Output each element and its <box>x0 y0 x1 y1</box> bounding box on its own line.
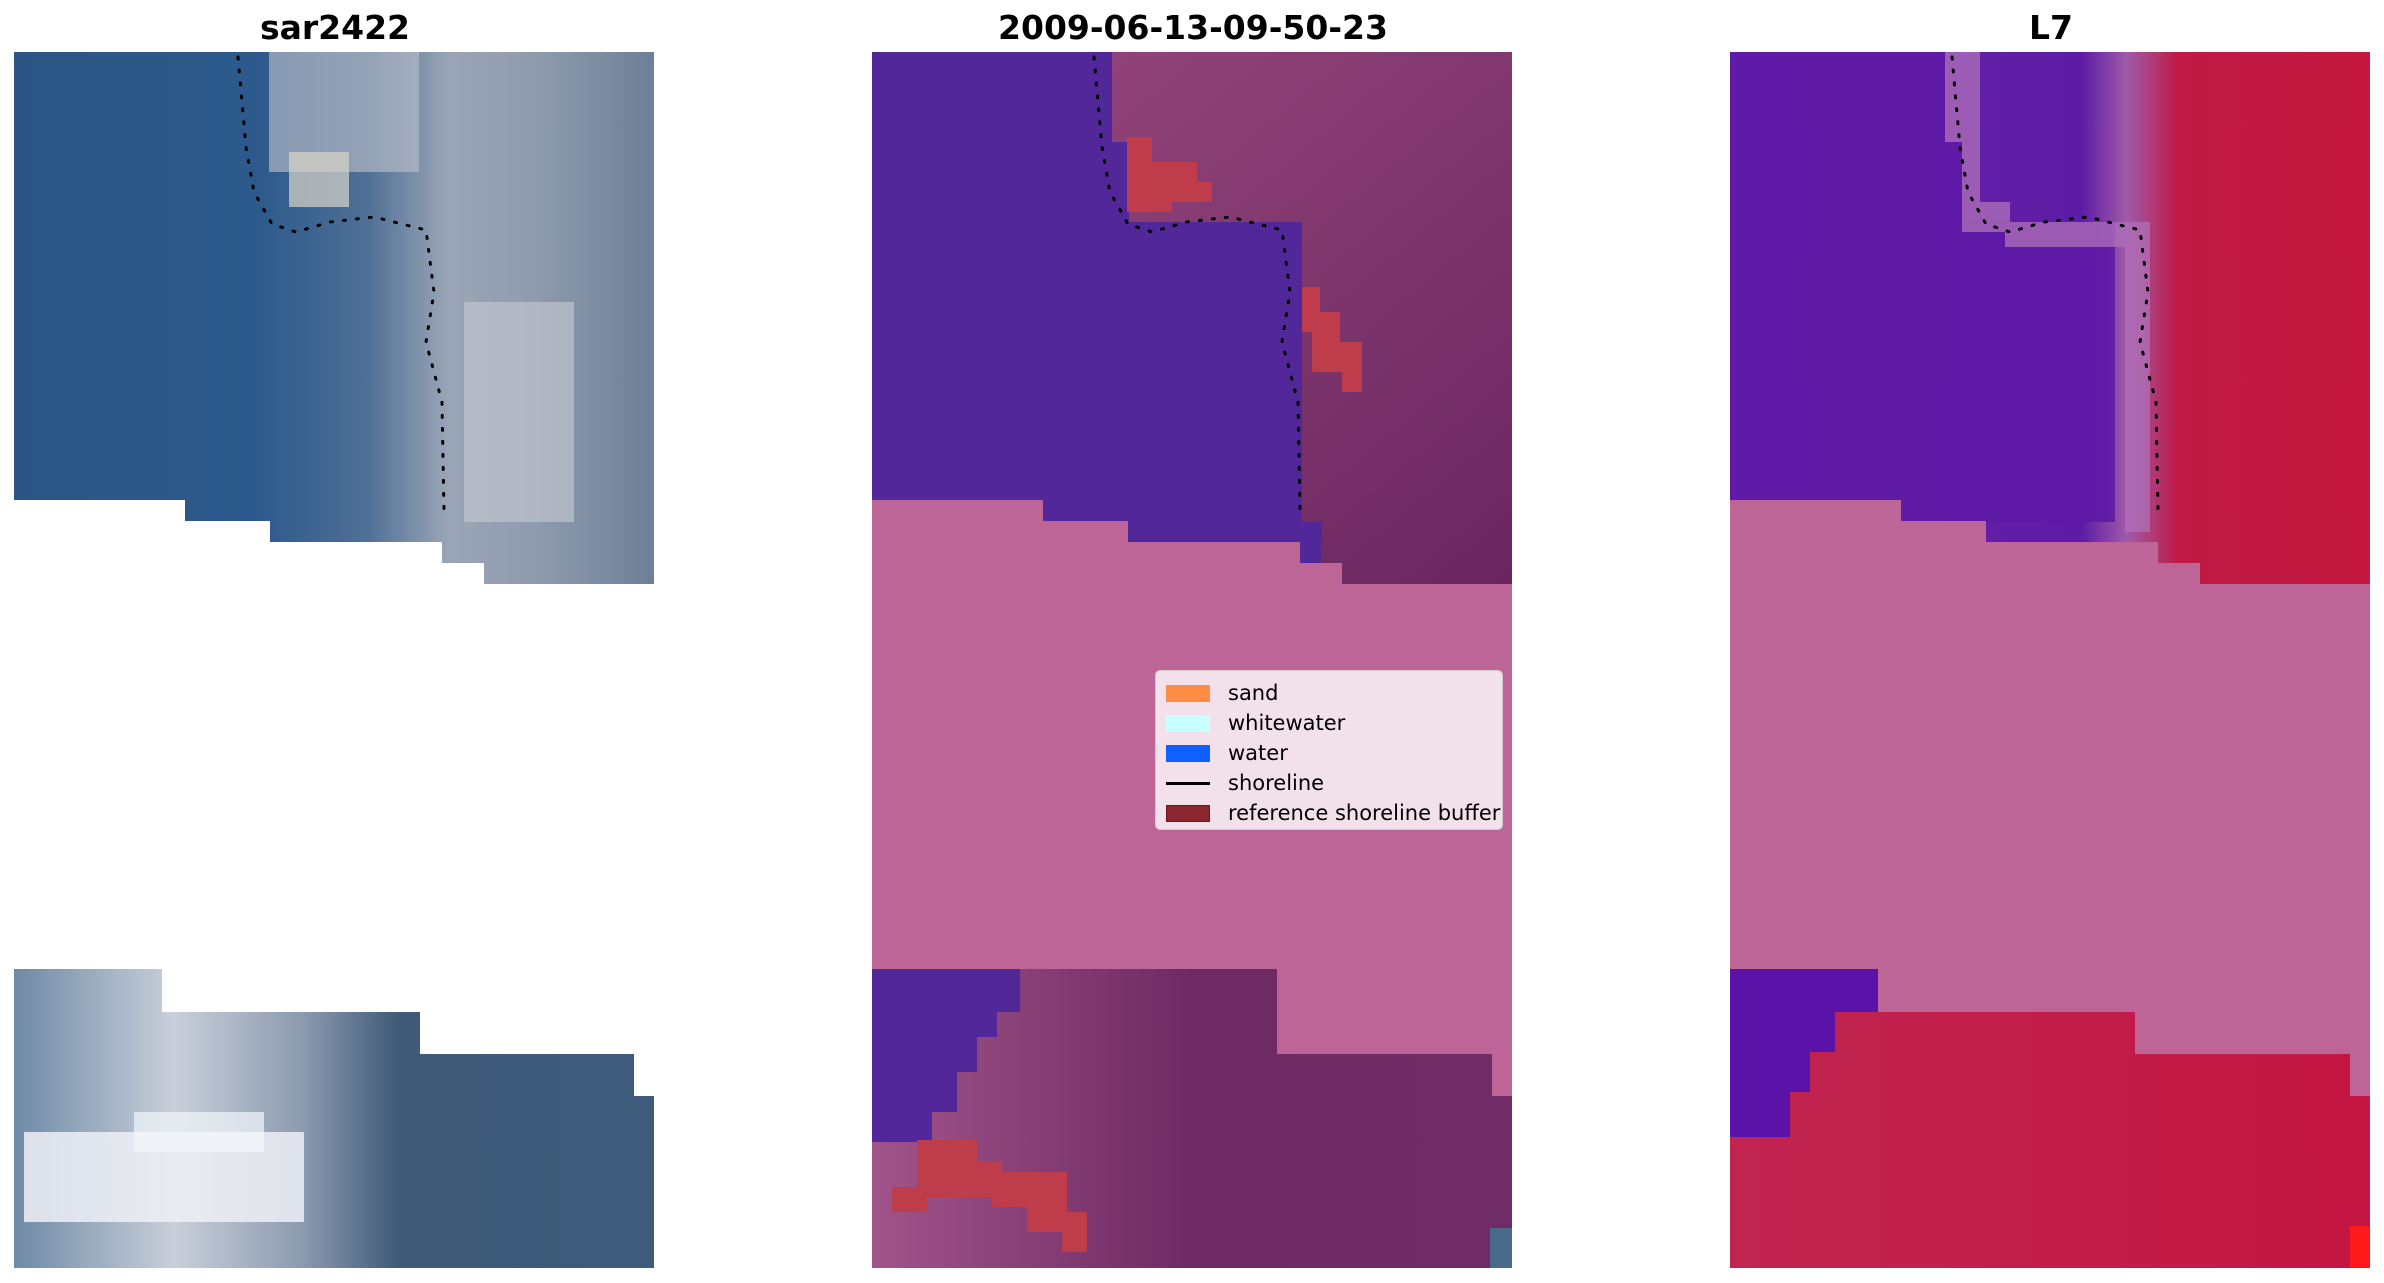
panel-title-classified: 2009-06-13-09-50-23 <box>998 8 1388 47</box>
water-overlay <box>872 969 1020 1142</box>
legend-item-water: water <box>1166 738 1492 768</box>
water-overlay <box>872 52 1322 563</box>
index-transition-band <box>1945 52 2150 532</box>
buffer-overlay <box>1302 287 1362 392</box>
rgb-whitewater-patch <box>134 1112 264 1152</box>
legend-item-buffer: reference shoreline buffer <box>1166 798 1500 828</box>
shoreline-line <box>236 55 446 514</box>
index-water-region <box>1730 52 2115 522</box>
panel-title-index: L7 <box>2029 8 2073 47</box>
legend-label: sand <box>1228 681 1279 705</box>
rgb-bottom-region <box>14 969 654 1268</box>
index-edge-pixel <box>2350 1226 2370 1268</box>
shoreline-line <box>1092 55 1302 514</box>
legend-label: shoreline <box>1228 771 1325 795</box>
water-swatch-icon <box>1166 744 1210 762</box>
legend-label: whitewater <box>1228 711 1346 735</box>
legend-item-whitewater: whitewater <box>1166 708 1492 738</box>
shoreline-line-icon <box>1166 781 1210 785</box>
index-water-region <box>1730 969 1878 1137</box>
legend: sand whitewater water shoreline referenc… <box>1155 670 1503 830</box>
classified-image-panel <box>872 52 1512 1268</box>
legend-label: reference shoreline buffer <box>1228 801 1501 825</box>
rgb-remnant <box>1490 1228 1512 1268</box>
index-bottom-region <box>1730 969 2370 1268</box>
shoreline-line <box>1950 55 2160 514</box>
legend-item-sand: sand <box>1166 678 1492 708</box>
rgb-bright-patch <box>289 152 349 207</box>
rgb-bright-patch <box>464 302 574 522</box>
rgb-image-panel <box>14 52 654 1268</box>
whitewater-swatch-icon <box>1166 714 1210 732</box>
buffer-overlay <box>892 1140 1087 1252</box>
legend-item-shoreline: shoreline <box>1166 768 1492 798</box>
index-image-panel <box>1730 52 2370 1268</box>
panel-title-rgb: sar2422 <box>259 8 411 47</box>
sand-swatch-icon <box>1166 684 1210 702</box>
buffer-overlay <box>1127 137 1212 212</box>
buffer-swatch-icon <box>1166 804 1210 822</box>
legend-label: water <box>1228 741 1288 765</box>
